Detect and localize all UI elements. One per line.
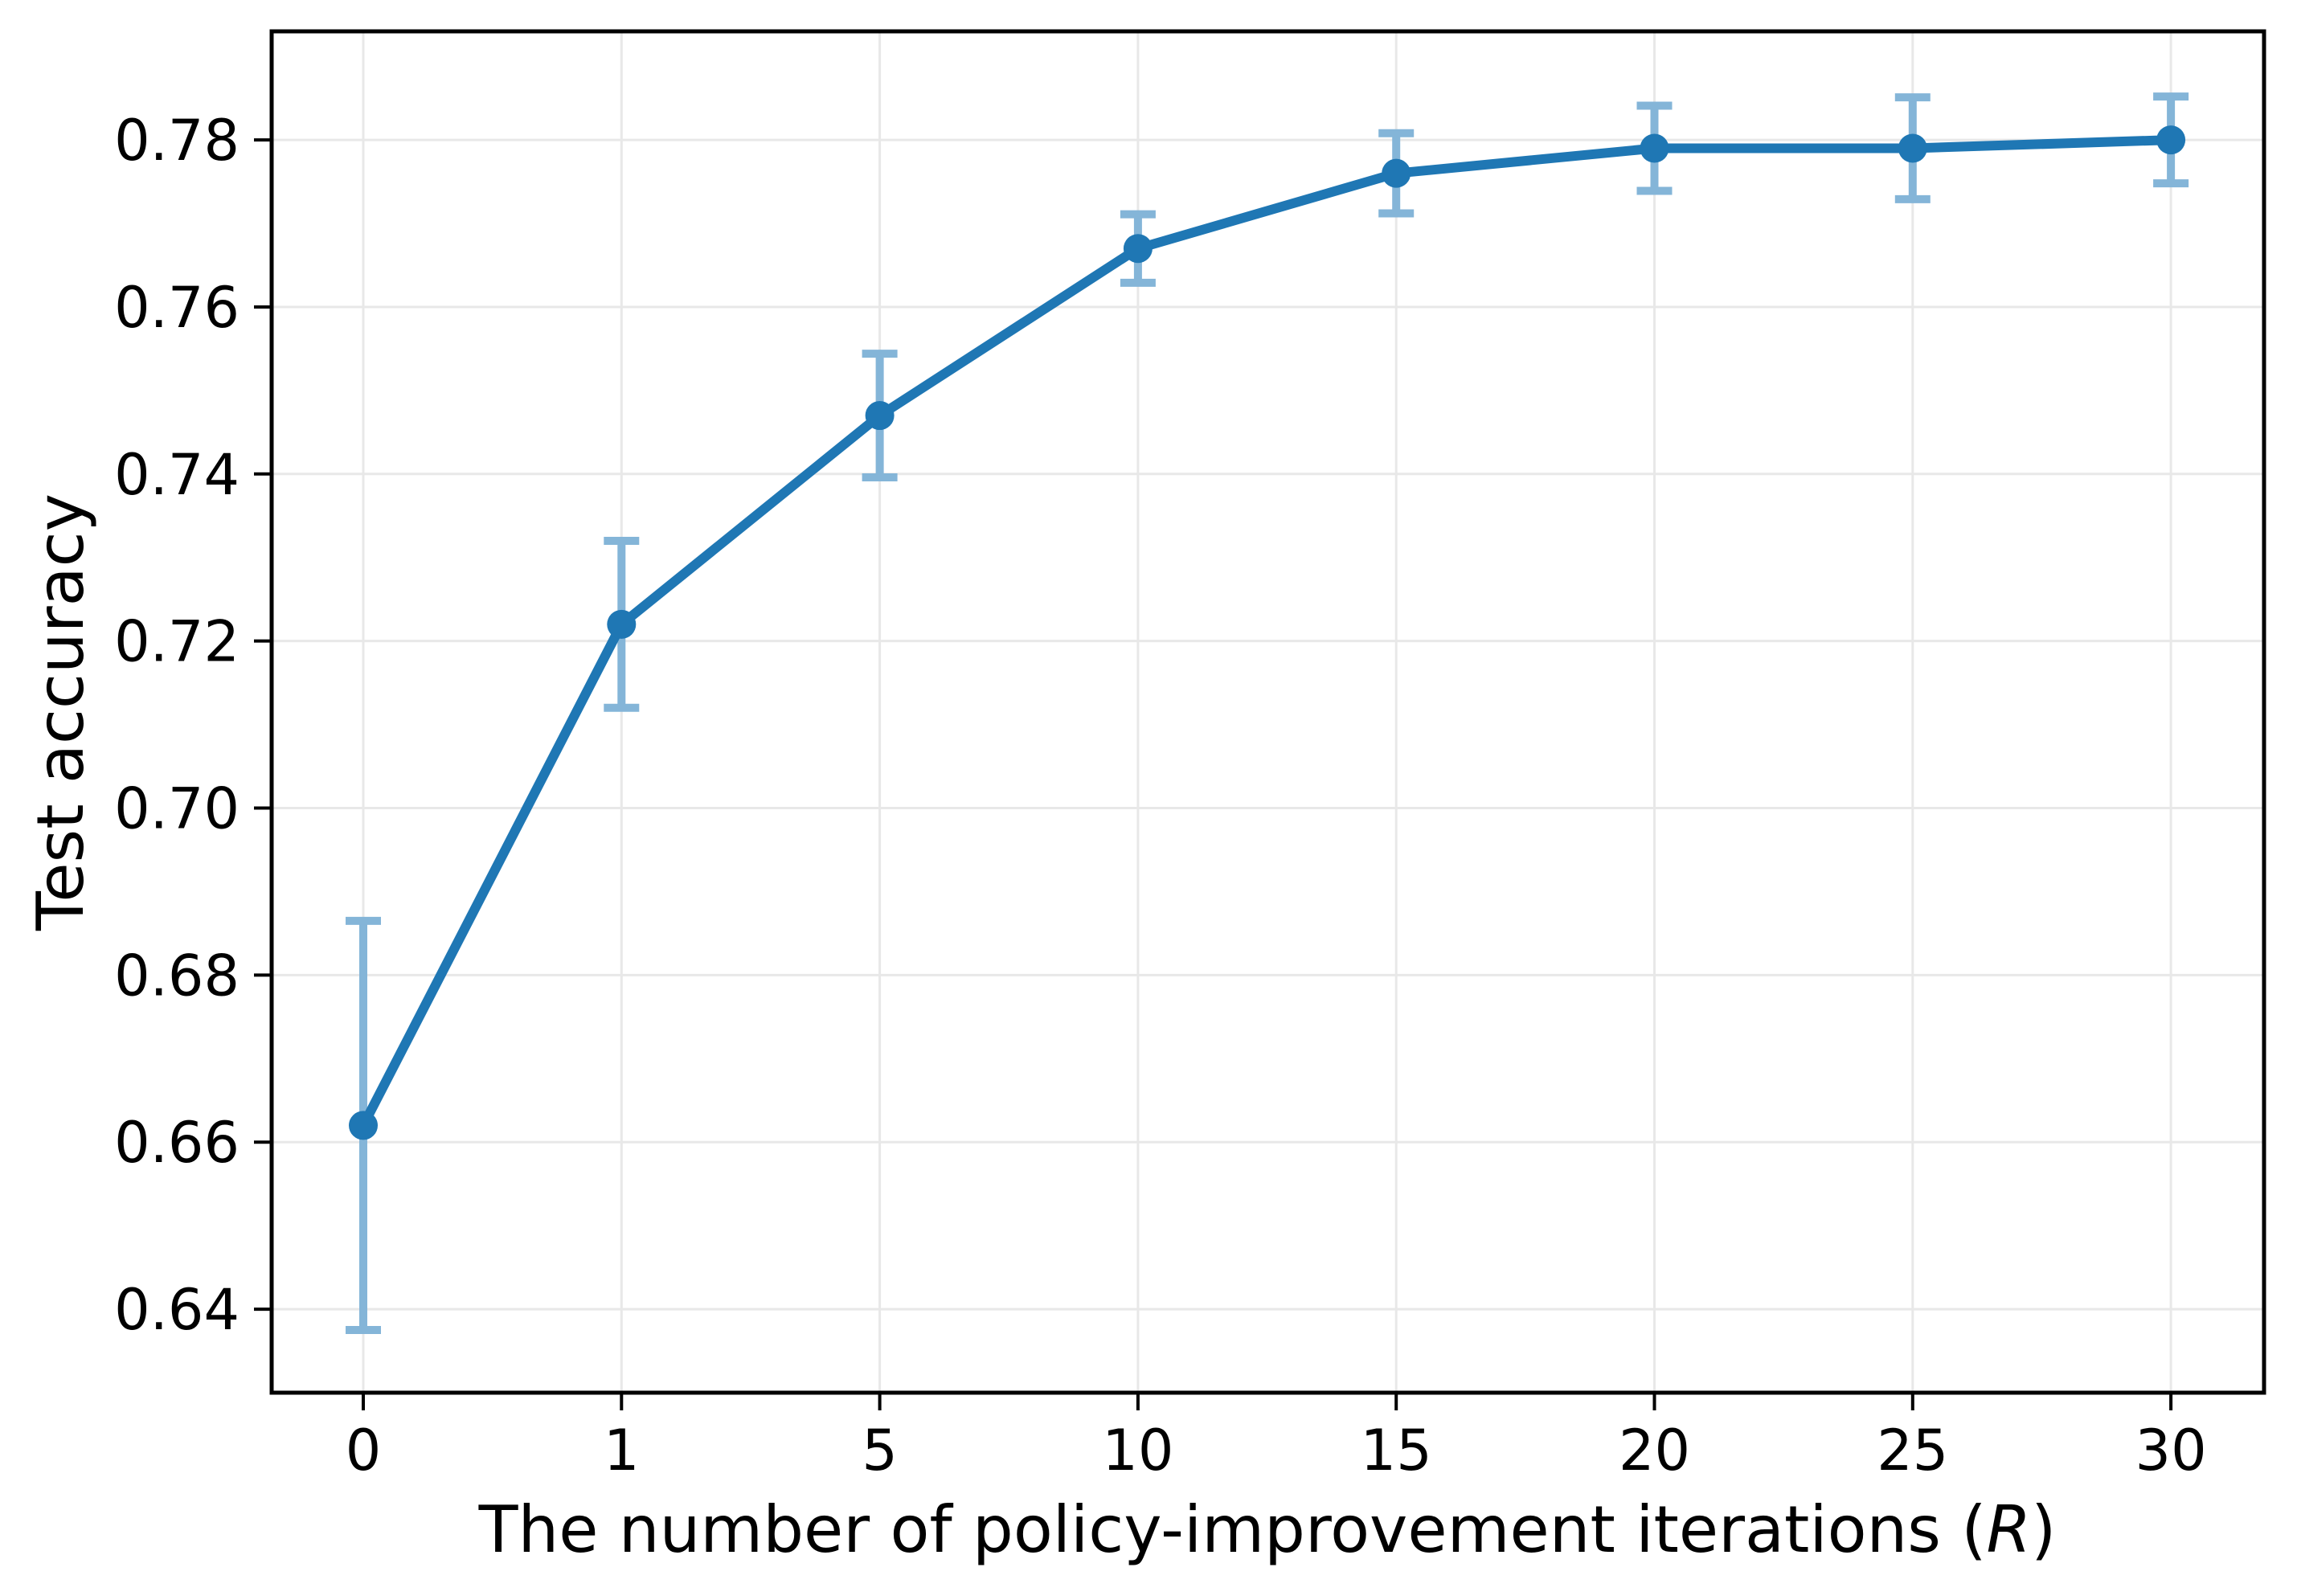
data-point-marker (1382, 158, 1411, 188)
x-axis-label-text: The number of policy-improvement iterati… (478, 1492, 1987, 1567)
y-tick-label: 0.68 (114, 943, 240, 1009)
x-tick-label: 15 (1361, 1418, 1432, 1483)
x-axis-label-italic-r: R (1986, 1492, 2032, 1567)
y-tick-label: 0.70 (114, 776, 240, 842)
data-point-marker (1123, 234, 1153, 264)
x-axis-label: The number of policy-improvement iterati… (479, 1498, 2057, 1562)
x-tick-label: 25 (1877, 1418, 1948, 1483)
plot-border (269, 29, 2266, 1395)
y-axis-label: Test accuracy (23, 493, 98, 931)
data-point-marker (2156, 125, 2186, 155)
data-point-marker (1898, 133, 1927, 163)
x-axis-label-close-paren: ) (2031, 1492, 2057, 1567)
data-point-marker (607, 609, 637, 639)
y-tick-label: 0.66 (114, 1110, 240, 1176)
data-point-marker (349, 1111, 378, 1140)
y-tick-label: 0.76 (114, 275, 240, 341)
x-tick-label: 1 (604, 1418, 640, 1483)
y-tick-label: 0.78 (114, 108, 240, 174)
y-tick-label: 0.74 (114, 442, 240, 508)
data-point-marker (865, 401, 895, 431)
y-tick-label: 0.64 (114, 1277, 240, 1343)
x-tick-label: 30 (2135, 1418, 2207, 1483)
x-tick-label: 10 (1102, 1418, 1173, 1483)
x-tick-label: 0 (346, 1418, 382, 1483)
data-line (358, 135, 2176, 1131)
x-tick-label: 20 (1619, 1418, 1690, 1483)
data-point-marker (1640, 133, 1669, 163)
x-tick-label: 5 (862, 1418, 898, 1483)
y-tick-label: 0.72 (114, 609, 240, 675)
